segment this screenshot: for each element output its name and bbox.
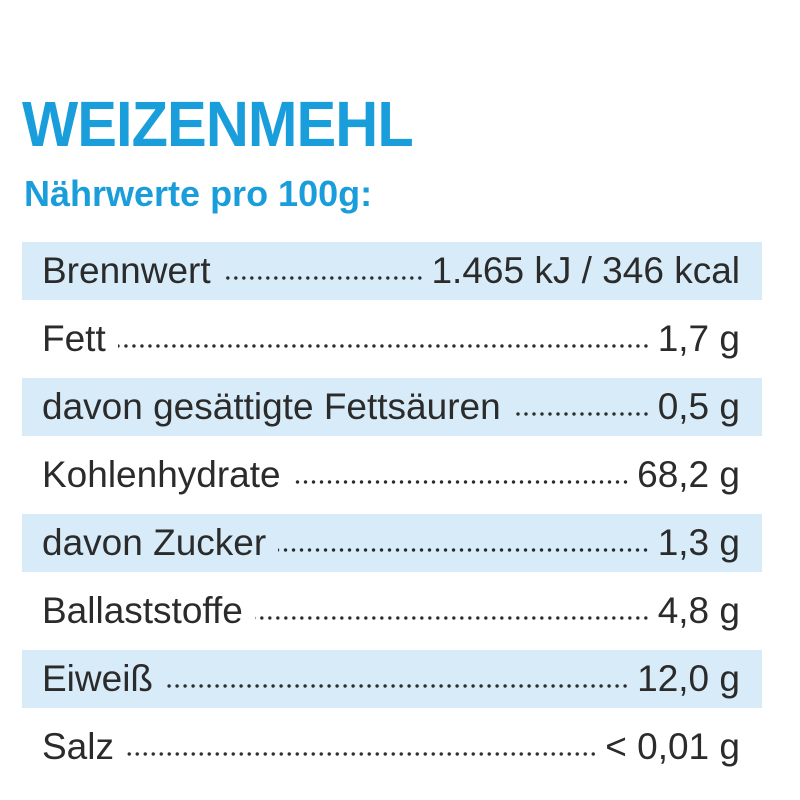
table-row: Kohlenhydrate 68,2 g: [22, 446, 762, 504]
row-label: davon gesättigte Fettsäuren: [42, 386, 501, 427]
table-row: Brennwert 1.465 kJ / 346 kcal: [22, 242, 762, 300]
table-row: Eiweiß 12,0 g: [22, 650, 762, 708]
row-value: < 0,01 g: [605, 726, 740, 767]
leader-dots: [117, 343, 650, 349]
table-row: Salz < 0,01 g: [22, 718, 762, 776]
leader-dots: [254, 615, 650, 621]
row-label: Fett: [42, 318, 106, 359]
row-value: 1,7 g: [657, 318, 740, 359]
leader-dots: [125, 751, 598, 757]
nutrition-table: Brennwert 1.465 kJ / 346 kcal Fett 1,7 g dav…: [22, 242, 762, 786]
row-value: 12,0 g: [637, 658, 740, 699]
row-label: Ballaststoffe: [42, 590, 243, 631]
table-row: davon gesättigte Fettsäuren 0,5 g: [22, 378, 762, 436]
row-label: Brennwert: [42, 250, 211, 291]
leader-dots: [292, 479, 630, 485]
table-row: Ballaststoffe 4,8 g: [22, 582, 762, 640]
subtitle: Nährwerte pro 100g:: [24, 173, 373, 214]
table-row: Fett 1,7 g: [22, 310, 762, 368]
title: WEIZENMEHL: [22, 88, 414, 160]
leader-dots: [165, 683, 630, 689]
table-row: davon Zucker 1,3 g: [22, 514, 762, 572]
row-value: 68,2 g: [637, 454, 740, 495]
leader-dots: [278, 547, 650, 553]
row-value: 1.465 kJ / 346 kcal: [431, 250, 740, 291]
row-value: 0,5 g: [657, 386, 740, 427]
row-label: Kohlenhydrate: [42, 454, 281, 495]
leader-dots: [512, 411, 650, 417]
row-label: davon Zucker: [42, 522, 267, 563]
row-value: 1,3 g: [657, 522, 740, 563]
leader-dots: [222, 275, 424, 281]
row-value: 4,8 g: [657, 590, 740, 631]
row-label: Eiweiß: [42, 658, 154, 699]
row-label: Salz: [42, 726, 114, 767]
